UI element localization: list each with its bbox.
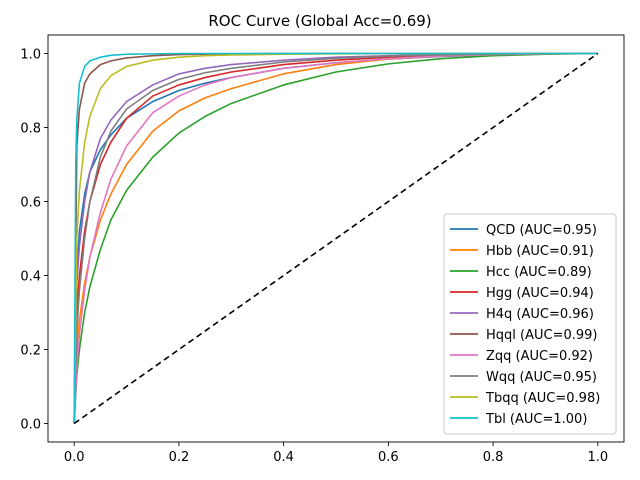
legend-label: Tbqq (AUC=0.98)	[485, 391, 600, 406]
x-tick-label: 1.0	[587, 450, 608, 465]
series-line-10	[73, 52, 598, 424]
legend-box	[443, 213, 617, 435]
y-tick-label: 0.4	[20, 270, 41, 285]
series-line-3	[73, 52, 598, 424]
legend: QCD (AUC=0.95) Hbb (AUC=0.91) Hcc (AUC=0.8…	[443, 213, 617, 435]
legend-label: Hcc (AUC=0.89)	[486, 265, 592, 280]
legend-label: H4q (AUC=0.96)	[486, 307, 594, 322]
series-line-7	[73, 52, 598, 424]
x-tick-label: 0.2	[169, 450, 190, 465]
legend-label: Hbb (AUC=0.91)	[486, 244, 594, 259]
y-tick-label: 0.0	[20, 418, 41, 433]
legend-label: QCD (AUC=0.95)	[486, 223, 597, 238]
legend-label: Tbl (AUC=1.00)	[485, 412, 587, 427]
axes: 0.0 0.2 0.4 0.6 0.8 1.0 0.0 0.2 0.4 0.6 0.8 1.0	[20, 34, 625, 465]
axes-frame	[47, 34, 625, 443]
legend-label: Zqq (AUC=0.92)	[486, 349, 593, 364]
y-tick-label: 0.8	[20, 122, 41, 137]
x-tick-label: 0.8	[483, 450, 504, 465]
y-tick-label: 1.0	[20, 48, 41, 63]
y-tick-label: 0.6	[20, 196, 41, 211]
legend-label: Hgg (AUC=0.94)	[486, 286, 594, 301]
x-tick-label: 0.6	[378, 450, 399, 465]
chart-title: ROC Curve (Global Acc=0.69)	[208, 12, 431, 30]
legend-label: Wqq (AUC=0.95)	[486, 370, 597, 385]
y-tick-label: 0.2	[20, 344, 41, 359]
x-tick-label: 0.4	[273, 450, 294, 465]
series-line-8	[73, 52, 598, 424]
legend-label: Hqql (AUC=0.99)	[486, 328, 598, 343]
plot-area	[73, 52, 599, 425]
x-tick-label: 0.0	[64, 450, 85, 465]
reference-diagonal-line	[73, 52, 599, 425]
